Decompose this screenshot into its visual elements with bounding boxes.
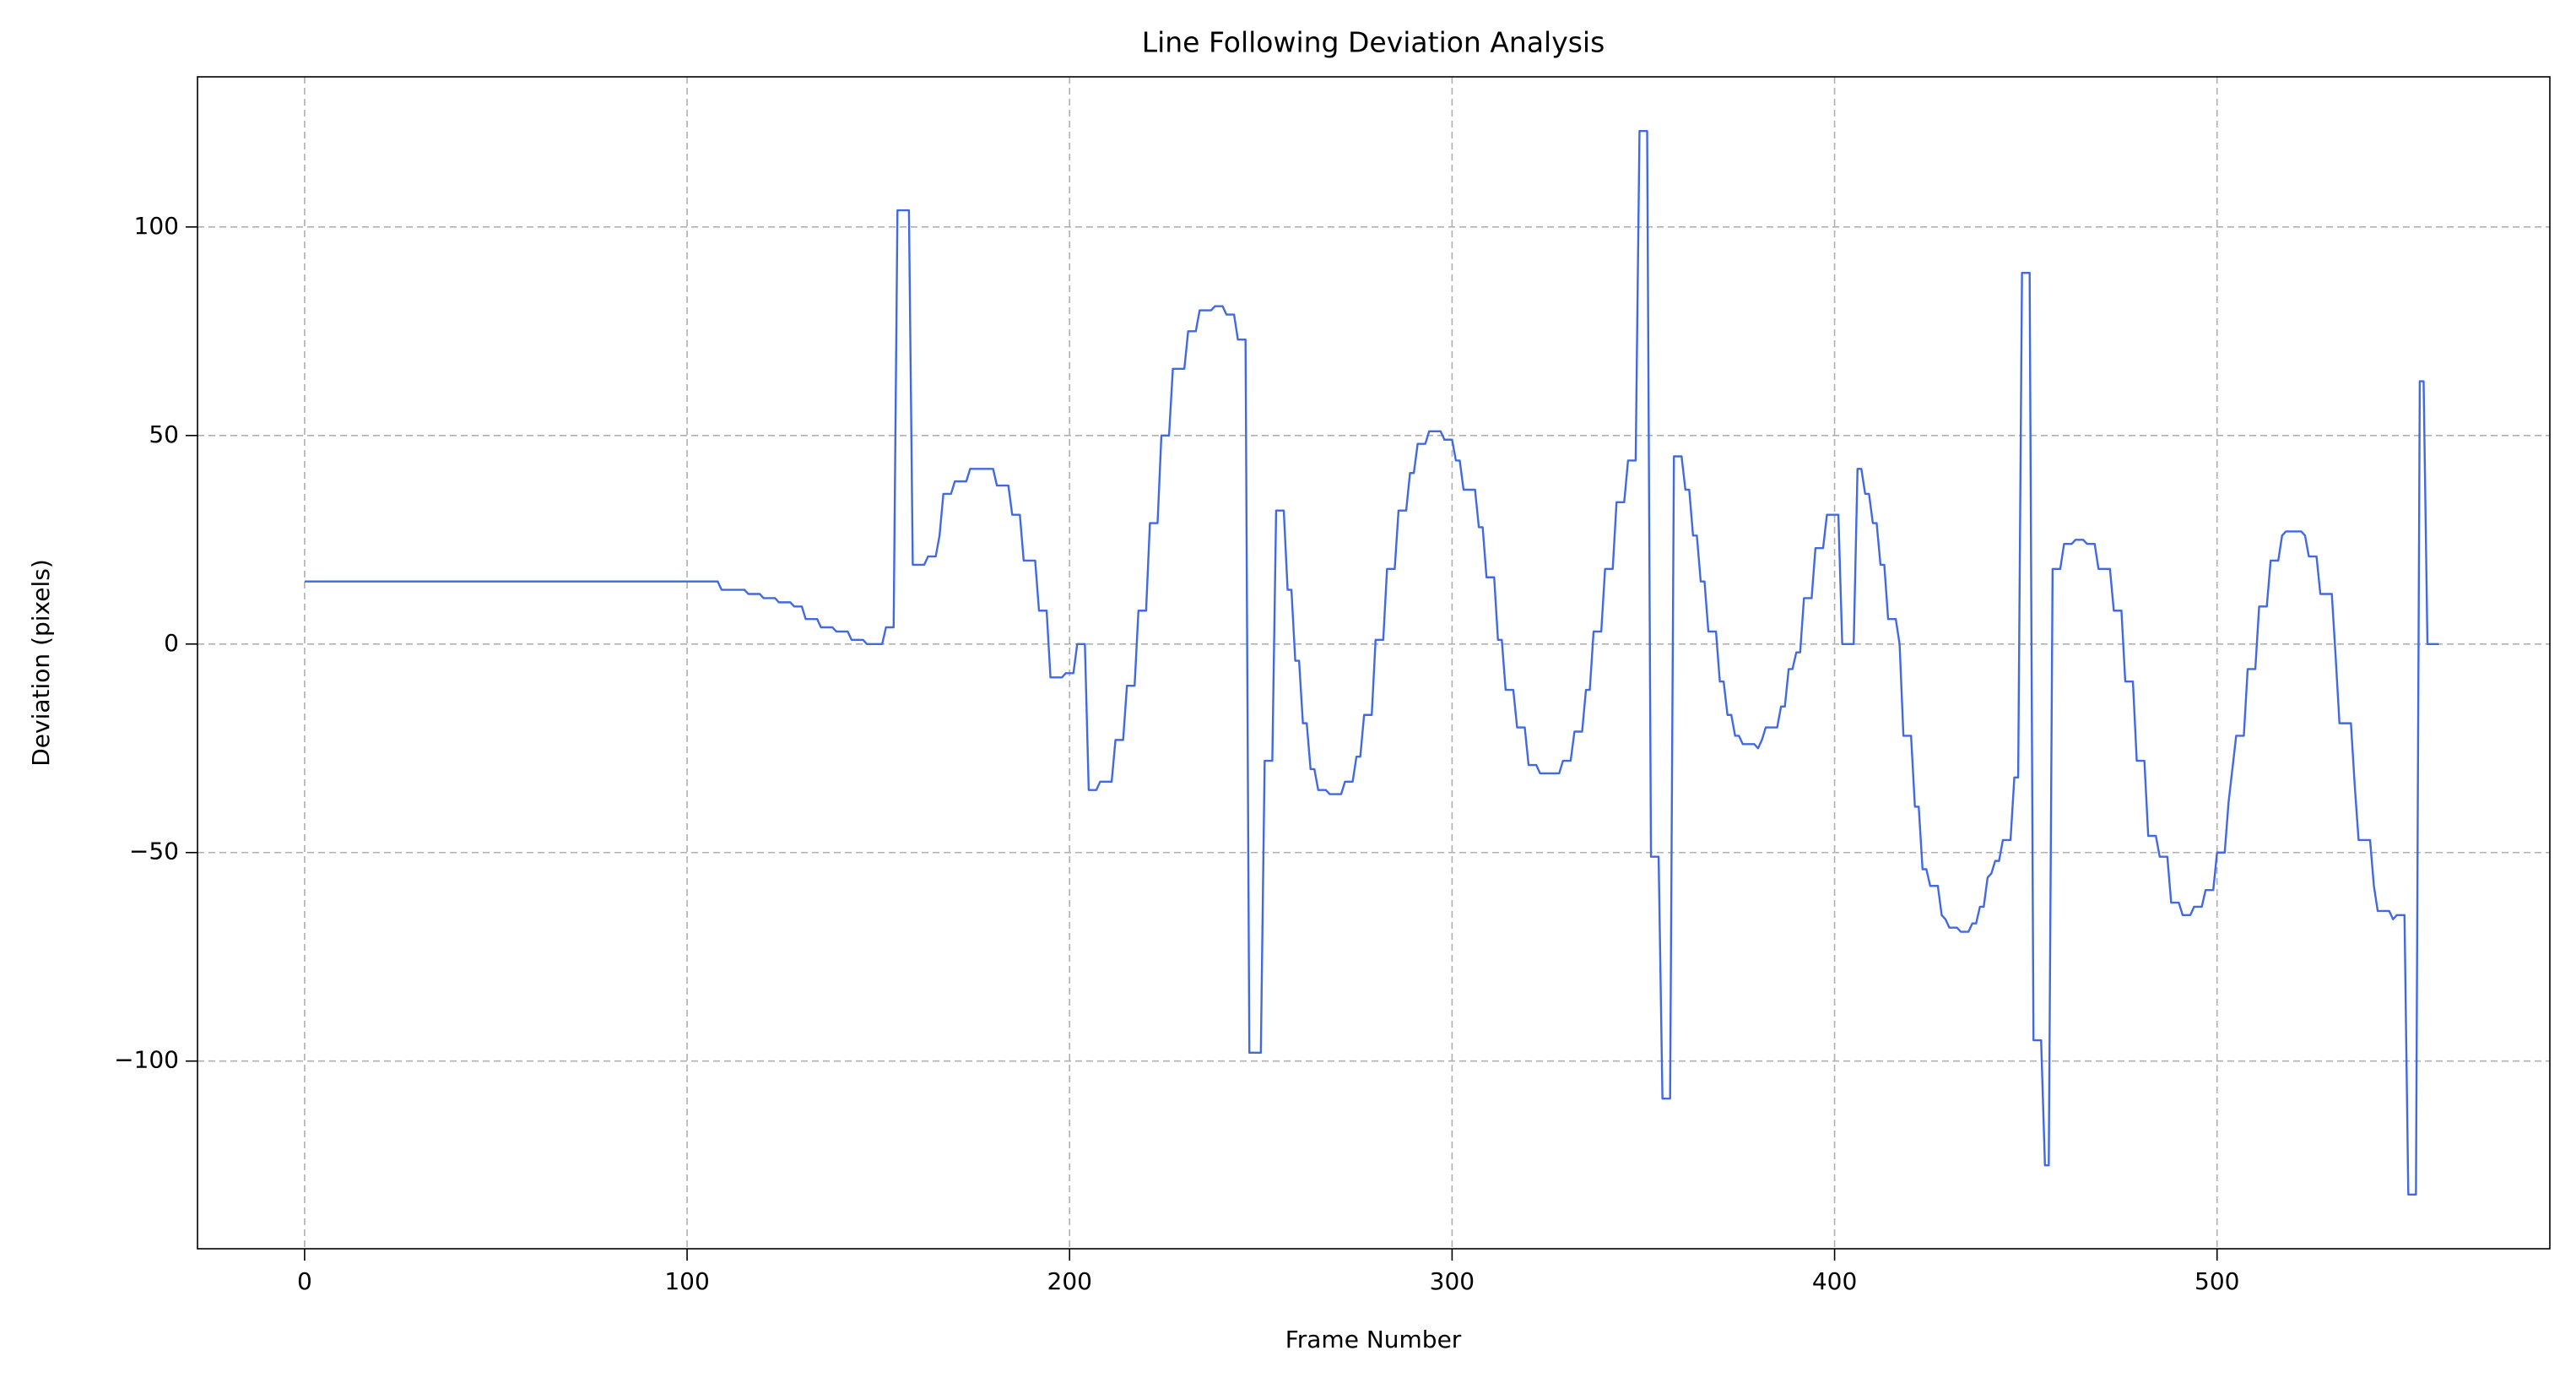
y-tick-label: 100 <box>134 212 179 240</box>
chart-title: Line Following Deviation Analysis <box>1142 26 1605 59</box>
data-line <box>304 130 2439 1196</box>
y-tick-label: −50 <box>129 838 179 865</box>
x-tick-label: 400 <box>1812 1267 1857 1295</box>
x-tick-label: 500 <box>2194 1267 2239 1295</box>
x-tick-label: 100 <box>664 1267 709 1295</box>
y-axis-label: Deviation (pixels) <box>27 559 55 767</box>
x-axis-label: Frame Number <box>1285 1326 1462 1353</box>
plot-frame <box>197 76 2551 1250</box>
y-tick-label: −100 <box>114 1046 179 1074</box>
y-tick-label: 0 <box>164 629 179 657</box>
x-tick-label: 300 <box>1430 1267 1475 1295</box>
x-tick-label: 200 <box>1047 1267 1092 1295</box>
x-tick-label: 0 <box>297 1267 312 1295</box>
y-tick-label: 50 <box>149 420 179 448</box>
